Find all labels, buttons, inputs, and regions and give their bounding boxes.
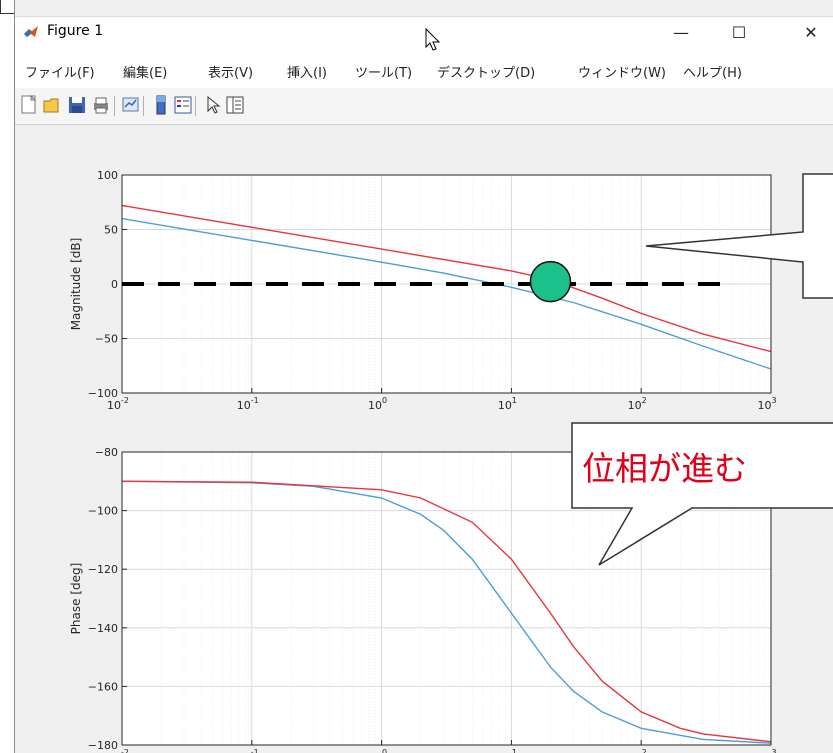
new-figure-icon[interactable] xyxy=(19,94,39,115)
toolbar xyxy=(15,88,833,125)
y-tick-label: 50 xyxy=(104,224,118,237)
series-line-blue xyxy=(121,480,772,744)
y-axis-label: Phase [deg] xyxy=(69,563,83,635)
y-tick-label: −140 xyxy=(88,622,118,635)
minimize-button[interactable]: — xyxy=(673,23,689,42)
menu-item-0[interactable]: ファイル(F) xyxy=(25,66,95,81)
x-tick-label: 102 xyxy=(628,748,647,753)
toolbar-separator xyxy=(114,96,115,116)
edit-plot-icon[interactable] xyxy=(203,95,223,115)
x-tick-label: 100 xyxy=(368,748,387,753)
matlab-logo-icon xyxy=(24,26,38,37)
y-tick-label: 100 xyxy=(97,169,118,182)
right-callout-box xyxy=(645,173,833,299)
colorbar-icon[interactable] xyxy=(151,95,171,115)
y-tick-label: −80 xyxy=(95,446,118,459)
menu-item-6[interactable]: ウィンドウ(W) xyxy=(578,66,666,81)
title-bar: Figure 1 — ☐ ✕ xyxy=(15,16,833,49)
link-plot-icon[interactable] xyxy=(121,95,141,115)
legend-icon[interactable] xyxy=(173,95,193,115)
x-tick-label: 10-1 xyxy=(237,748,259,753)
menu-item-2[interactable]: 表示(V) xyxy=(208,66,254,81)
y-tick-label: −100 xyxy=(88,505,118,518)
menu-item-7[interactable]: ヘルプ(H) xyxy=(683,66,742,81)
y-tick-label: −100 xyxy=(88,387,118,400)
y-tick-label: −160 xyxy=(88,680,118,693)
toolbar-separator xyxy=(195,96,196,116)
maximize-button[interactable]: ☐ xyxy=(731,23,747,42)
series-line-red xyxy=(121,480,772,743)
axes-border xyxy=(121,451,772,746)
phase-callout-text: 位相が進む xyxy=(582,449,747,488)
toolbar-separator xyxy=(143,96,144,116)
annotation-overlay: 位相が進む xyxy=(122,173,833,566)
y-tick-label: −180 xyxy=(88,739,118,752)
menu-bar: ファイル(F) 編集(E) 表示(V) 挿入(I) ツール(T) デスクトップ(D) ウィン… xyxy=(15,48,833,88)
crossover-marker xyxy=(529,260,572,303)
menu-item-1[interactable]: 編集(E) xyxy=(123,66,168,81)
x-tick-label: 10-2 xyxy=(107,748,129,753)
window-title: Figure 1 xyxy=(47,23,104,39)
open-file-icon[interactable] xyxy=(43,95,63,115)
y-tick-label: 0 xyxy=(111,278,118,291)
y-tick-label: −50 xyxy=(95,333,118,346)
y-tick-label: −120 xyxy=(88,563,118,576)
y-axis-label: Magnitude [dB] xyxy=(69,238,83,331)
print-icon[interactable] xyxy=(91,95,111,115)
phase-callout-box xyxy=(571,422,833,566)
x-tick-label: 101 xyxy=(498,748,517,753)
close-button[interactable]: ✕ xyxy=(804,23,818,42)
menu-item-4[interactable]: ツール(T) xyxy=(355,66,413,81)
menu-item-5[interactable]: デスクトップ(D) xyxy=(437,66,536,81)
x-tick-label: 103 xyxy=(757,748,776,753)
menu-item-3[interactable]: 挿入(I) xyxy=(287,66,327,81)
save-icon[interactable] xyxy=(67,95,87,115)
property-inspector-icon[interactable] xyxy=(225,95,245,115)
mouse-cursor-icon xyxy=(425,28,441,51)
